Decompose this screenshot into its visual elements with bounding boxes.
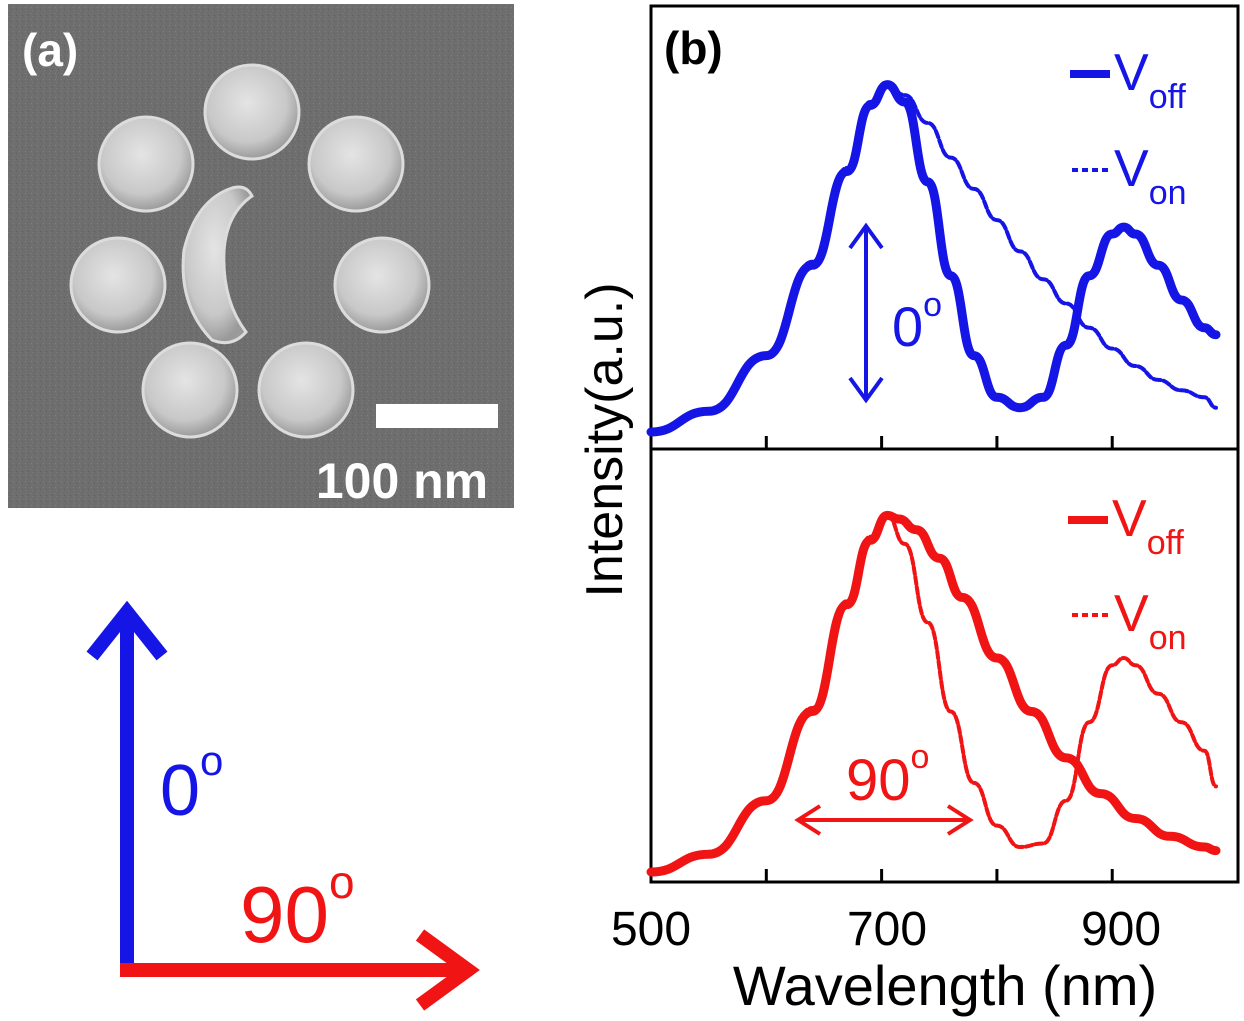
x-ticks bbox=[764, 436, 1114, 882]
nanodisk-lower-left bbox=[141, 341, 239, 439]
series-top-v-on bbox=[649, 82, 1218, 434]
nanodisk-lower-right bbox=[257, 341, 355, 439]
vertical-arrow-head bbox=[86, 600, 168, 661]
series-top-v-off bbox=[646, 80, 1221, 437]
series-bottom-v-on bbox=[649, 513, 1218, 874]
legend-bottom: Voff Von bbox=[1068, 490, 1187, 657]
nanodisk-middle-left bbox=[69, 236, 167, 334]
bottom-polarization-arrow bbox=[794, 804, 974, 836]
bottom-angle-annotation: 90o bbox=[846, 738, 929, 813]
nanodisk-upper-left bbox=[97, 115, 195, 213]
polarization-axes: 0o 90o bbox=[86, 600, 480, 1011]
sem-nanodisk-heptamer-icon bbox=[69, 63, 431, 439]
x-tick-label-700: 700 bbox=[847, 903, 927, 956]
panel-b: (b) Intensity(a.u.) Wavelength (nm) 500 … bbox=[576, 4, 1240, 1017]
vertical-angle-label: 0o bbox=[160, 737, 223, 831]
nanodisk-top bbox=[203, 63, 301, 161]
scale-bar-label: 100 nm bbox=[316, 453, 488, 509]
legend-bottom-on-label: Von bbox=[1114, 585, 1187, 657]
nanodisk-center-crescent bbox=[181, 185, 254, 345]
plot-frame bbox=[649, 4, 1240, 884]
x-axis-label: Wavelength (nm) bbox=[733, 954, 1157, 1017]
top-amplitude-arrow bbox=[848, 222, 884, 404]
nanodisk-upper-right bbox=[307, 115, 405, 213]
series-layer bbox=[646, 80, 1221, 877]
legend-top-on-label: Von bbox=[1114, 140, 1187, 212]
scale-bar bbox=[376, 404, 498, 428]
legend-top-off-label: Voff bbox=[1114, 44, 1186, 116]
x-tick-label-900: 900 bbox=[1081, 903, 1161, 956]
legend-bottom-off-label: Voff bbox=[1112, 490, 1184, 562]
legend-top: Voff Von bbox=[1070, 44, 1187, 212]
x-tick-label-500: 500 bbox=[611, 903, 691, 956]
horizontal-arrow-head bbox=[415, 929, 480, 1011]
top-angle-annotation: 0o bbox=[892, 286, 942, 358]
panel-a-label: (a) bbox=[22, 24, 78, 76]
y-axis-label: Intensity(a.u.) bbox=[576, 282, 634, 597]
panel-b-label: (b) bbox=[664, 22, 723, 74]
sem-image: 100 nm (a) bbox=[8, 4, 514, 509]
horizontal-angle-label: 90o bbox=[240, 856, 355, 959]
nanodisk-middle-right bbox=[333, 236, 431, 334]
